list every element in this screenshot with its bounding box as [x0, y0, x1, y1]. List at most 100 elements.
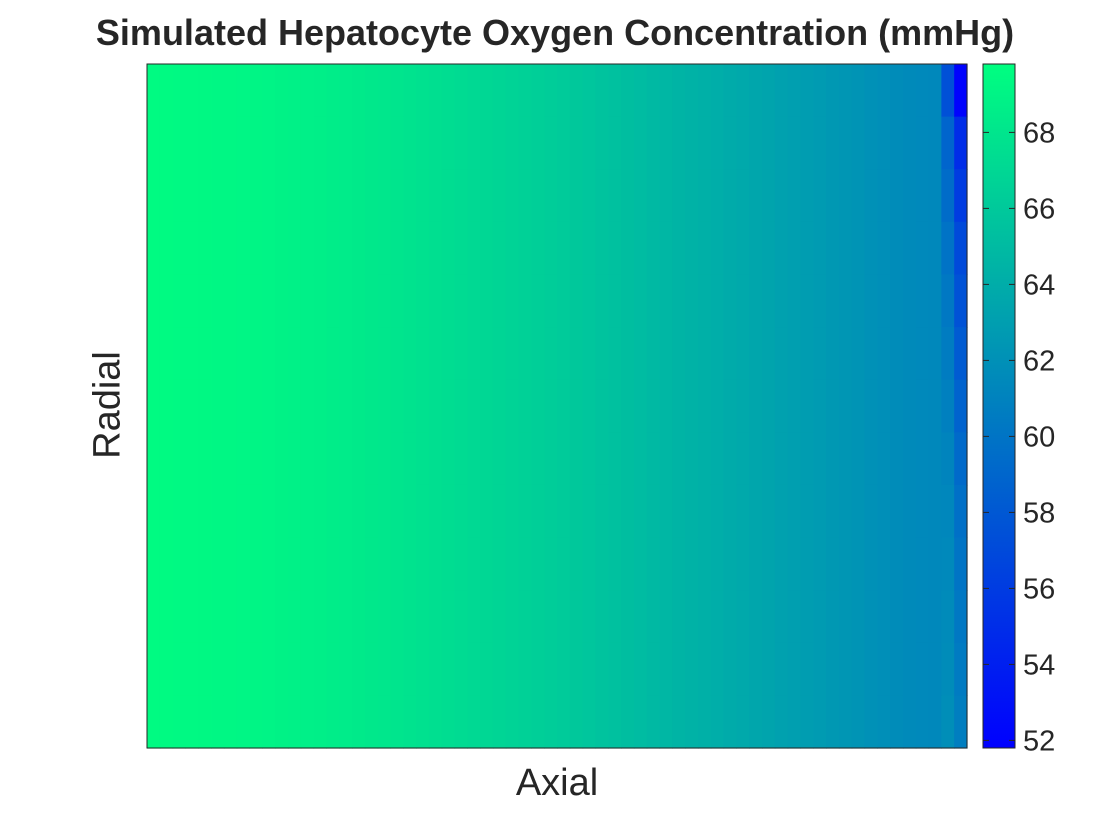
heatmap-cell	[826, 116, 840, 170]
heatmap-cell	[851, 537, 866, 591]
heatmap-cell	[557, 327, 571, 381]
heatmap-cell	[249, 537, 263, 591]
heatmap-cell	[864, 590, 878, 644]
heatmap-cell	[211, 221, 225, 276]
heatmap-cell	[262, 537, 276, 591]
heatmap-cell	[774, 484, 789, 539]
heatmap-cell	[838, 537, 853, 591]
heatmap-cell	[172, 537, 187, 591]
heatmap-cell	[198, 590, 212, 644]
heatmap-cell	[941, 432, 955, 486]
heatmap-cell	[147, 432, 161, 486]
heatmap-cell	[762, 169, 776, 223]
heatmap-cell	[467, 116, 481, 170]
heatmap-cell	[890, 64, 904, 118]
heatmap-cell	[723, 327, 737, 381]
heatmap-cell	[954, 642, 968, 696]
heatmap-cell	[428, 695, 443, 749]
heatmap-cell	[159, 64, 174, 118]
heatmap-cell	[787, 432, 802, 486]
heatmap-cell	[211, 484, 225, 539]
heatmap-cell	[428, 116, 443, 170]
heatmap-cell	[890, 169, 904, 223]
heatmap-cell	[172, 64, 187, 118]
heatmap-cell	[800, 537, 814, 591]
heatmap-cell	[685, 484, 699, 539]
heatmap-cell	[480, 484, 494, 539]
heatmap-cell	[223, 695, 238, 749]
heatmap-cell	[902, 116, 917, 170]
heatmap-cell	[287, 64, 302, 118]
heatmap-cell	[608, 64, 622, 118]
heatmap-cell	[890, 379, 904, 433]
heatmap-cell	[928, 642, 942, 696]
heatmap-cell	[441, 484, 456, 539]
colorbar-tick-label: 54	[1023, 649, 1055, 681]
heatmap-cell	[492, 642, 507, 696]
heatmap-cell	[339, 169, 353, 223]
heatmap-cell	[236, 484, 251, 539]
heatmap-cell	[492, 695, 507, 749]
heatmap-cell	[813, 327, 827, 381]
heatmap-cell	[710, 590, 725, 644]
heatmap-cell	[505, 64, 520, 118]
heatmap-cell	[531, 64, 545, 118]
heatmap-cell	[710, 274, 725, 328]
heatmap-cell	[326, 379, 340, 433]
heatmap-cell	[659, 695, 673, 749]
heatmap-cell	[800, 327, 814, 381]
heatmap-cell	[569, 537, 584, 591]
heatmap-cell	[697, 432, 712, 486]
heatmap-cell	[582, 484, 597, 539]
heatmap-cell	[941, 169, 955, 223]
heatmap-cell	[326, 169, 340, 223]
heatmap-cell	[697, 327, 712, 381]
heatmap-cell	[890, 274, 904, 328]
heatmap-cell	[441, 221, 456, 276]
heatmap-cell	[223, 169, 238, 223]
heatmap-cell	[659, 642, 673, 696]
heatmap-cell	[672, 590, 686, 644]
heatmap-cell	[159, 642, 174, 696]
heatmap-cell	[185, 327, 199, 381]
heatmap-cell	[198, 274, 212, 328]
heatmap-cell	[480, 116, 494, 170]
heatmap-cell	[223, 432, 238, 486]
heatmap-cell	[595, 432, 609, 486]
heatmap-cell	[185, 695, 199, 749]
heatmap-cell	[467, 221, 481, 276]
heatmap-cell	[710, 432, 725, 486]
heatmap-cell	[403, 274, 417, 328]
heatmap-cell	[659, 327, 673, 381]
heatmap-cell	[762, 379, 776, 433]
heatmap-cell	[954, 379, 968, 433]
heatmap-cell	[749, 642, 763, 696]
heatmap-cell	[467, 484, 481, 539]
heatmap-cell	[608, 590, 622, 644]
heatmap-cell	[672, 379, 686, 433]
heatmap-cell	[736, 484, 750, 539]
heatmap-cell	[774, 274, 789, 328]
heatmap-cell	[518, 642, 532, 696]
heatmap-cell	[915, 432, 930, 486]
heatmap-cell	[172, 484, 187, 539]
heatmap-cell	[480, 379, 494, 433]
heatmap-cell	[877, 695, 891, 749]
heatmap-cell	[480, 327, 494, 381]
heatmap-cell	[582, 642, 597, 696]
heatmap-cell	[710, 64, 725, 118]
heatmap-cell	[364, 116, 379, 170]
heatmap-cell	[928, 590, 942, 644]
heatmap-cell	[890, 432, 904, 486]
heatmap-cell	[749, 484, 763, 539]
heatmap-cell	[313, 432, 327, 486]
heatmap-cell	[813, 274, 827, 328]
heatmap-cell	[159, 221, 174, 276]
heatmap-cell	[198, 642, 212, 696]
heatmap-cell	[826, 64, 840, 118]
heatmap-cell	[428, 484, 443, 539]
heatmap-cell	[518, 274, 532, 328]
heatmap-cell	[954, 590, 968, 644]
heatmap-cell	[877, 169, 891, 223]
heatmap-cell	[595, 169, 609, 223]
